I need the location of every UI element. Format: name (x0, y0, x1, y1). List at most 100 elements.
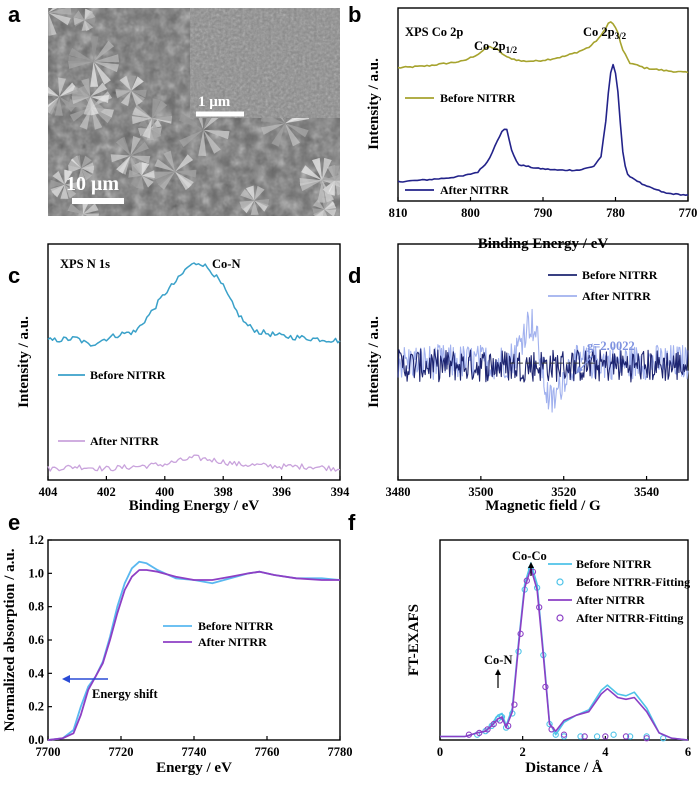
sem-petal (72, 85, 91, 97)
sem-petal (84, 10, 96, 20)
chart-f-series-before-fit-point (552, 731, 559, 738)
sem-petal (116, 155, 131, 174)
sem-petal (158, 171, 176, 190)
chart-f-series-after-fit-point (536, 604, 543, 611)
sem-petal (239, 200, 255, 210)
sem-petal (153, 171, 176, 180)
sem-petal (152, 118, 162, 139)
sem-petal (152, 100, 168, 119)
chart-c-xtick-label: 398 (214, 485, 233, 499)
sem-particle (68, 36, 120, 87)
sem-petal (81, 162, 95, 171)
chart-c-xlabel: Binding Energy / eV (129, 498, 260, 514)
sem-petal (141, 162, 150, 176)
sem-petal (241, 200, 255, 214)
legend-e-after-label: After NITRR (198, 635, 267, 649)
sem-petal (93, 61, 111, 85)
sem-petal (130, 175, 142, 189)
chart-f-series-after-fit-point (496, 717, 504, 724)
sem-petal (110, 154, 131, 163)
sem-petal (198, 129, 207, 156)
sem-petal (141, 175, 154, 188)
chart-d: Magnetic field / G Intensity / a.u. 3480… (366, 243, 689, 514)
chart-c-annot-con: Co-N (212, 257, 240, 271)
chart-f-coco-arrowhead (528, 562, 534, 568)
chart-d-series-before (397, 348, 689, 383)
sem-petal (299, 178, 323, 186)
panel-label-d: d (348, 263, 361, 288)
sem-petal (68, 158, 82, 169)
chart-f-series-before-fit-point (626, 733, 634, 740)
sem-petal (90, 95, 109, 103)
sem-inset-texture (190, 8, 340, 118)
sem-petal (312, 199, 325, 210)
sem-petal (130, 141, 149, 156)
panel-label-e: e (8, 510, 20, 535)
chart-f-series-after-fit-point (622, 733, 630, 740)
chart-f-series-before-fit-point (593, 733, 601, 740)
panel-label-b: b (348, 2, 361, 27)
sem-petal (301, 165, 323, 181)
sem-petal (81, 168, 93, 181)
chart-b-xtick-label: 810 (389, 206, 408, 220)
chart-f-series-after-fit-point (476, 729, 483, 737)
chart-e-ytick-label: 1.0 (28, 566, 44, 580)
sem-petal (175, 171, 192, 191)
sem-particle (50, 169, 80, 199)
sem-petal (119, 75, 132, 91)
sem-petal (73, 10, 85, 20)
sem-petal (178, 113, 204, 130)
chart-f-series-after-fit-point (517, 630, 524, 637)
sem-petal (128, 75, 137, 91)
chart-e-ytick-label: 0.0 (28, 733, 44, 747)
sem-petal (152, 113, 172, 122)
sem-petal (120, 90, 132, 107)
sem-petal (93, 40, 115, 62)
sem-petal (68, 47, 94, 62)
chart-b-xtick-label: 780 (606, 206, 625, 220)
sem-petal (83, 213, 100, 216)
sem-petal (83, 203, 99, 214)
sem-petal (48, 12, 52, 36)
sem-particle (48, 77, 78, 116)
sem-petal (240, 189, 255, 201)
sem-petal (175, 154, 194, 172)
chart-f-annot-coco: Co-Co (512, 549, 547, 563)
sem-petal (131, 116, 152, 125)
chart-c-xtick-label: 394 (331, 485, 351, 499)
chart-f-ylabel: FT-EXAFS (406, 604, 422, 676)
chart-e: Energy / eV Normalized absorption / a.u.… (2, 533, 353, 776)
chart-f-xtick-label: 0 (437, 745, 443, 759)
sem-petal (322, 209, 328, 216)
sem-petal (131, 89, 147, 98)
chart-b-xtick-label: 790 (534, 206, 553, 220)
chart-e-frame (47, 539, 341, 741)
sem-petal (50, 184, 65, 196)
sem-petal (261, 123, 286, 135)
chart-f-xtick-label: 4 (602, 745, 609, 759)
sem-petal (331, 165, 340, 181)
sem-petal (322, 180, 334, 203)
panel-label-f: f (348, 510, 356, 535)
chart-f-series-after-fit-point (602, 733, 609, 740)
sem-petal (133, 104, 152, 119)
inset-scale-label: 1 μm (198, 94, 231, 110)
sem-petal (130, 155, 151, 164)
chart-e-xtick-label: 7740 (182, 745, 207, 759)
legend-c-after-label: After NITRR (90, 434, 159, 448)
sem-particle (67, 198, 100, 216)
chart-b-annot-co2p12: Co 2p1/2 (474, 39, 518, 55)
sem-petal (81, 155, 92, 169)
sem-petal (48, 86, 60, 97)
chart-f-frame (439, 539, 689, 741)
chart-f-xtick-label: 6 (685, 745, 691, 759)
sem-petal (250, 200, 259, 215)
legend-f-before-fit-label: Before NITRR-Fitting (576, 575, 690, 589)
sem-petal (142, 118, 152, 139)
sem-petal (324, 198, 336, 210)
sem-petal (68, 165, 82, 174)
chart-b-annot-co2p32: Co 2p3/2 (583, 25, 627, 41)
chart-e-series-before (47, 560, 341, 741)
sem-petal (132, 107, 152, 119)
sem-petal (48, 12, 71, 26)
